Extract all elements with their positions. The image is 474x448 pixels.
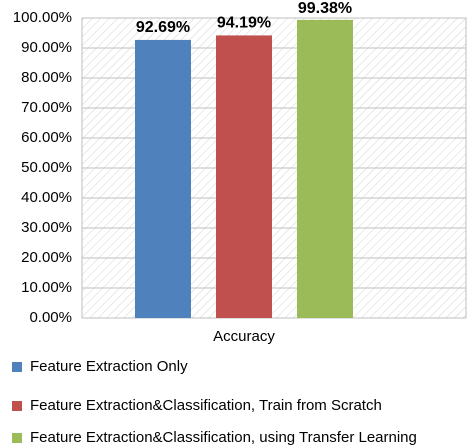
legend-label: Feature Extraction&Classification, using… <box>30 429 417 446</box>
bar <box>216 35 272 319</box>
y-tick-label: 100.00% <box>13 9 72 26</box>
x-tick-label: Accuracy <box>213 328 275 345</box>
value-label: 94.19% <box>217 15 271 32</box>
value-label: 92.69% <box>136 19 190 36</box>
y-tick-label: 10.00% <box>21 279 72 296</box>
y-tick-label: 80.00% <box>21 69 72 86</box>
legend-swatch <box>12 362 22 372</box>
y-tick-label: 20.00% <box>21 249 72 266</box>
legend-swatch <box>12 401 22 411</box>
y-tick-label: 30.00% <box>21 219 72 236</box>
y-tick-label: 40.00% <box>21 189 72 206</box>
y-tick-label: 60.00% <box>21 129 72 146</box>
legend-label: Feature Extraction Only <box>30 358 188 375</box>
legend-swatch <box>12 433 22 443</box>
bar <box>297 19 353 319</box>
legend-label: Feature Extraction&Classification, Train… <box>30 397 382 414</box>
y-tick-label: 50.00% <box>21 159 72 176</box>
bar <box>135 39 191 319</box>
y-tick-label: 0.00% <box>29 309 72 326</box>
y-tick-label: 70.00% <box>21 99 72 116</box>
value-label: 99.38% <box>298 0 352 17</box>
y-tick-label: 90.00% <box>21 39 72 56</box>
